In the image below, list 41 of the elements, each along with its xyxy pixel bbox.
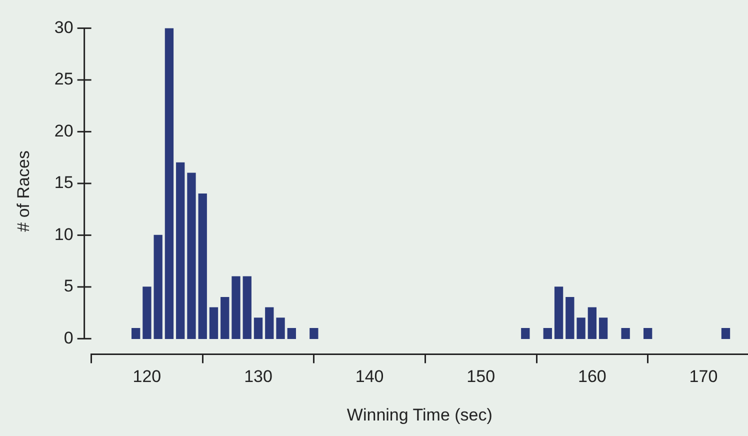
bar bbox=[220, 296, 230, 340]
x-tick-label: 140 bbox=[355, 367, 384, 386]
bar bbox=[543, 328, 552, 340]
bar bbox=[643, 328, 652, 340]
bar bbox=[176, 162, 185, 340]
bar bbox=[187, 172, 196, 340]
bar bbox=[554, 286, 564, 340]
bar bbox=[566, 296, 574, 340]
bar bbox=[588, 307, 597, 340]
y-tick-label: 15 bbox=[54, 173, 74, 192]
x-tick-label: 160 bbox=[578, 367, 606, 386]
y-tick-label: 25 bbox=[54, 70, 74, 89]
y-tick-label: 0 bbox=[64, 328, 74, 348]
x-axis-title: Winning Time (sec) bbox=[346, 405, 492, 424]
x-tick-label: 130 bbox=[244, 367, 272, 386]
bar bbox=[242, 276, 252, 340]
bar bbox=[521, 328, 530, 340]
bar bbox=[198, 193, 207, 340]
bar bbox=[209, 307, 218, 340]
bar bbox=[164, 28, 174, 340]
x-tick-label: 120 bbox=[132, 367, 162, 386]
x-tick-label: 150 bbox=[466, 367, 496, 386]
bar bbox=[576, 318, 586, 340]
bar bbox=[621, 328, 630, 340]
bar bbox=[132, 328, 140, 340]
x-tick-label: 170 bbox=[689, 367, 718, 386]
bar bbox=[254, 318, 263, 340]
bar bbox=[310, 328, 318, 340]
y-tick-label: 5 bbox=[64, 276, 74, 296]
bar bbox=[721, 328, 730, 340]
bar bbox=[276, 318, 285, 340]
bar bbox=[154, 234, 162, 340]
bar bbox=[142, 286, 152, 340]
bar bbox=[265, 307, 274, 340]
bar bbox=[287, 328, 296, 340]
y-tick-label: 30 bbox=[54, 18, 74, 37]
y-tick-label: 10 bbox=[54, 224, 74, 244]
y-tick-label: 20 bbox=[54, 121, 74, 140]
y-axis-title: # of Races bbox=[14, 150, 33, 232]
bar bbox=[232, 276, 240, 340]
bar bbox=[598, 318, 608, 340]
